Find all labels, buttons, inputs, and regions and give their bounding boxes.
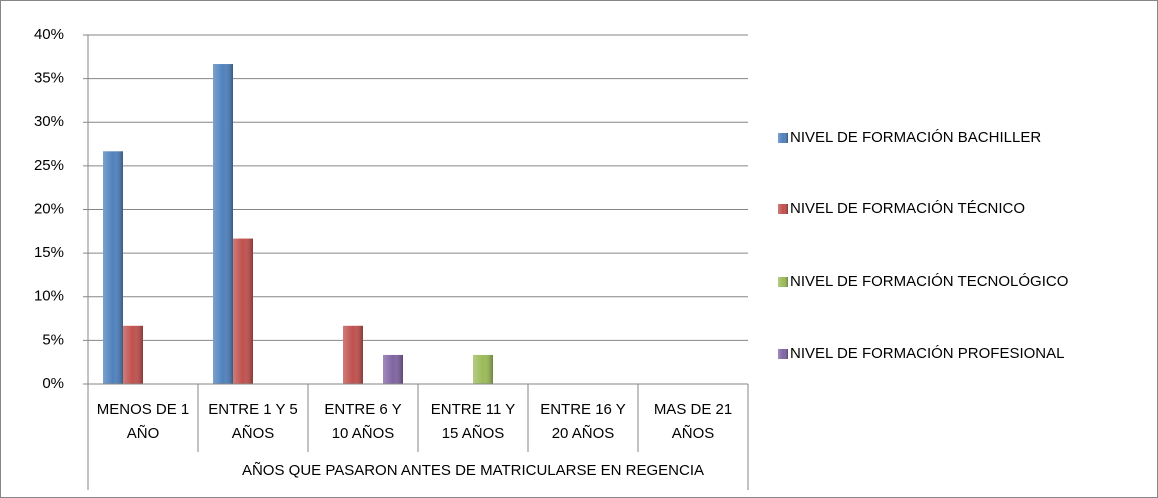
legend-swatch-shade [778, 204, 788, 214]
bar [473, 354, 493, 384]
legend-label: NIVEL DE FORMACIÓN TÉCNICO [790, 200, 1025, 217]
bar-shade [383, 354, 403, 384]
legend-swatch-shade [778, 133, 788, 143]
bar-shade [213, 64, 233, 384]
legend-label: NIVEL DE FORMACIÓN TECNOLÓGICO [790, 273, 1068, 290]
x-tick-label: 10 AÑOS [332, 425, 395, 442]
legend-swatch-shade [778, 277, 788, 287]
y-tick-label: 15% [34, 244, 64, 261]
bar-shade [103, 151, 123, 384]
x-tick-label: ENTRE 16 Y [540, 401, 626, 418]
legend-label: NIVEL DE FORMACIÓN PROFESIONAL [790, 345, 1065, 362]
x-tick-label: MENOS DE 1 [97, 401, 190, 418]
x-tick-label: ENTRE 6 Y [324, 401, 401, 418]
y-tick-label: 25% [34, 157, 64, 174]
y-tick-label: 40% [34, 26, 64, 43]
legend-label: NIVEL DE FORMACIÓN BACHILLER [790, 129, 1041, 146]
x-tick-label: ENTRE 11 Y [431, 401, 515, 418]
x-axis-title: AÑOS QUE PASARON ANTES DE MATRICULARSE E… [242, 462, 704, 479]
y-tick-label: 10% [34, 288, 64, 305]
x-tick-label: 15 AÑOS [442, 425, 505, 442]
legend-swatch-shade [778, 349, 788, 359]
y-tick-label: 30% [34, 113, 64, 130]
x-tick-label: 20 AÑOS [552, 425, 615, 442]
x-tick-label: ENTRE 1 Y 5 [208, 401, 298, 418]
bar [213, 64, 233, 384]
x-tick-label: MAS DE 21 [654, 401, 732, 418]
bar [383, 354, 403, 384]
x-tick-label: AÑO [127, 425, 160, 442]
y-tick-label: 0% [42, 375, 64, 392]
bar [343, 325, 363, 384]
bar-shade [233, 238, 253, 384]
bar [123, 325, 143, 384]
x-tick-label: AÑOS [232, 425, 275, 442]
bar-shade [343, 325, 363, 384]
y-tick-label: 5% [42, 331, 64, 348]
bar-shade [123, 325, 143, 384]
bar [103, 151, 123, 384]
bar-shade [473, 354, 493, 384]
y-tick-label: 35% [34, 70, 64, 87]
y-tick-label: 20% [34, 200, 64, 217]
bar [233, 238, 253, 384]
x-tick-label: AÑOS [672, 425, 715, 442]
